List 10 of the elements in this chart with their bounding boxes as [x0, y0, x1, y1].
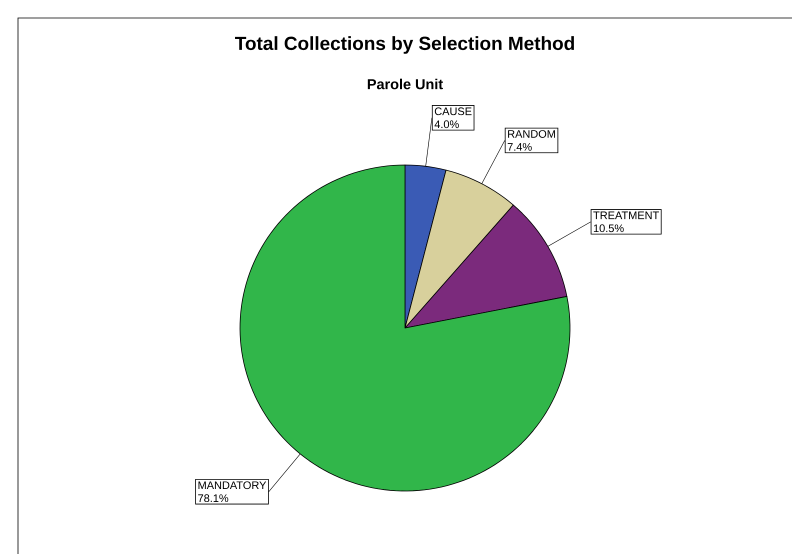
data-label: 7.4%	[508, 143, 532, 151]
data-label: 78.1%	[198, 494, 228, 502]
slice-label: RANDOM	[508, 130, 555, 138]
slice-label: CAUSE	[434, 107, 472, 116]
chart-title: Total Collections by Selection Method	[235, 36, 574, 54]
data-label: 10.5%	[594, 224, 624, 232]
chart-subtitle: Parole Unit	[368, 78, 443, 90]
slice-label: TREATMENT	[593, 212, 659, 220]
slice-label: MANDATORY	[198, 481, 266, 490]
data-label: 4.0%	[434, 120, 459, 128]
